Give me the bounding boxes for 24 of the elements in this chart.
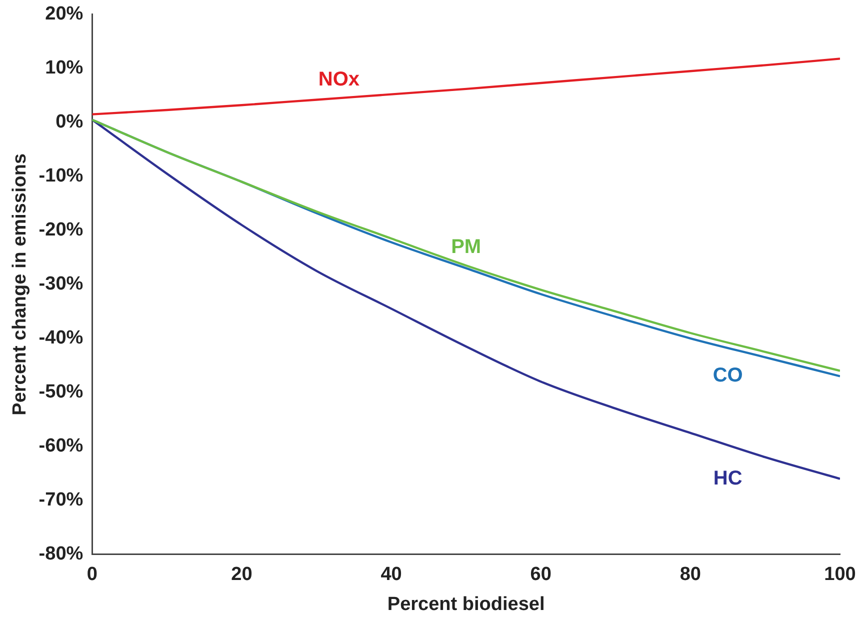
y-tick-label: -10%	[38, 166, 84, 187]
y-tick-label: 20%	[45, 4, 84, 25]
y-tick-label: -30%	[38, 274, 84, 295]
series-label: PM	[451, 236, 482, 258]
y-tick-label: -40%	[38, 328, 84, 349]
series-label: NOx	[318, 68, 360, 91]
x-tick-label: 80	[680, 564, 701, 586]
y-tick-label: 10%	[45, 58, 84, 79]
y-tick-label: -20%	[38, 220, 84, 241]
y-tick-label: -80%	[38, 544, 84, 565]
x-tick-label: 0	[86, 564, 98, 586]
series-label: HC	[713, 468, 742, 490]
line-series	[92, 58, 840, 116]
x-tick-label: 60	[530, 564, 552, 586]
y-tick-label: 0%	[56, 112, 84, 133]
y-tick-label: -70%	[38, 490, 84, 511]
x-tick-label: 40	[380, 564, 402, 586]
y-tick-label: -60%	[38, 436, 84, 457]
x-tick-label: 20	[231, 564, 252, 586]
y-axis-title: Percent change in emissions	[10, 153, 31, 416]
y-tick-label: -50%	[38, 382, 84, 403]
x-tick-label: 100	[824, 564, 856, 586]
series-label: CO	[712, 364, 743, 386]
x-axis-title: Percent biodiesel	[387, 594, 545, 615]
